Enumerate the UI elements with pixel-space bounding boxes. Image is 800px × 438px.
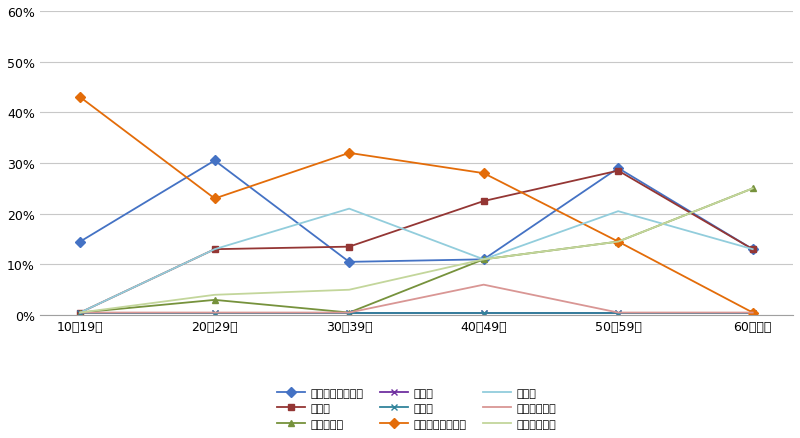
退職・廃業 (479, 257, 489, 262)
転　勤 (748, 247, 758, 252)
卒　業 (614, 310, 623, 315)
住　宅 (479, 257, 489, 262)
Line: 就職・転職・転業: 就職・転職・転業 (77, 158, 756, 266)
Line: 転　勤: 転 勤 (77, 168, 756, 316)
生活の利便性 (210, 293, 219, 298)
結婚・離婚・縁組 (75, 95, 85, 100)
結婚・離婚・縁組 (344, 151, 354, 156)
就　学 (748, 310, 758, 315)
卒　業 (748, 310, 758, 315)
就職・転職・転業 (344, 260, 354, 265)
就　学 (479, 310, 489, 315)
退職・廃業 (614, 240, 623, 245)
転　勤 (479, 199, 489, 204)
就　学 (344, 310, 354, 315)
卒　業 (344, 310, 354, 315)
交通の利便性 (75, 310, 85, 315)
住　宅 (75, 310, 85, 315)
住　宅 (614, 209, 623, 214)
Line: 結婚・離婚・縁組: 結婚・離婚・縁組 (77, 95, 756, 316)
就職・転職・転業 (479, 257, 489, 262)
交通の利便性 (344, 310, 354, 315)
就職・転職・転業 (210, 159, 219, 164)
生活の利便性 (614, 240, 623, 245)
就　学 (614, 310, 623, 315)
Legend: 就職・転職・転業, 転　勤, 退職・廃業, 就　学, 卒　業, 結婚・離婚・縁組, 住　宅, 交通の利便性, 生活の利便性: 就職・転職・転業, 転 勤, 退職・廃業, 就 学, 卒 業, 結婚・離婚・縁組… (277, 388, 556, 429)
交通の利便性 (479, 283, 489, 288)
就職・転職・転業 (614, 166, 623, 171)
結婚・離婚・縁組 (479, 171, 489, 177)
就　学 (75, 310, 85, 315)
生活の利便性 (479, 257, 489, 262)
生活の利便性 (75, 310, 85, 315)
生活の利便性 (344, 287, 354, 293)
Line: 住　宅: 住 宅 (80, 209, 753, 313)
Line: 交通の利便性: 交通の利便性 (80, 285, 753, 313)
退職・廃業 (75, 310, 85, 315)
結婚・離婚・縁組 (210, 196, 219, 201)
Line: 就　学: 就 学 (77, 309, 756, 316)
住　宅 (344, 207, 354, 212)
退職・廃業 (748, 186, 758, 191)
就職・転職・転業 (748, 247, 758, 252)
交通の利便性 (748, 310, 758, 315)
Line: 卒　業: 卒 業 (77, 309, 756, 316)
卒　業 (210, 310, 219, 315)
Line: 生活の利便性: 生活の利便性 (80, 189, 753, 313)
住　宅 (748, 247, 758, 252)
交通の利便性 (210, 310, 219, 315)
退職・廃業 (344, 310, 354, 315)
転　勤 (614, 169, 623, 174)
結婚・離婚・縁組 (748, 310, 758, 315)
卒　業 (479, 310, 489, 315)
退職・廃業 (210, 297, 219, 303)
転　勤 (210, 247, 219, 252)
転　勤 (75, 310, 85, 315)
住　宅 (210, 247, 219, 252)
就　学 (210, 310, 219, 315)
卒　業 (75, 310, 85, 315)
就職・転職・転業 (75, 240, 85, 245)
生活の利便性 (748, 186, 758, 191)
転　勤 (344, 244, 354, 250)
結婚・離婚・縁組 (614, 240, 623, 245)
交通の利便性 (614, 310, 623, 315)
Line: 退職・廃業: 退職・廃業 (77, 185, 756, 316)
